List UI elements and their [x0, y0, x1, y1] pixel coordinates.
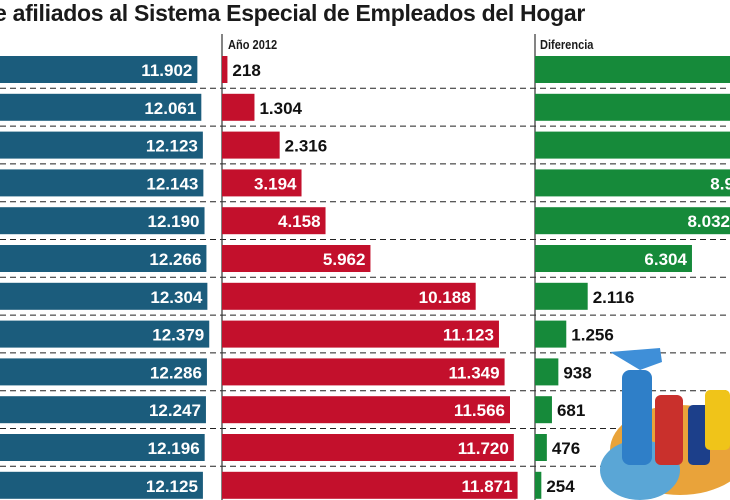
data-label-s2: 6.304 [644, 250, 687, 269]
data-label-s0: 12.266 [149, 250, 201, 269]
bar-s1 [222, 56, 228, 83]
data-label-s2: 8.949 [710, 174, 730, 193]
data-label-s0: 11.902 [141, 61, 192, 80]
bar-s0 [0, 282, 208, 310]
chart-title: e afiliados al Sistema Especial de Emple… [0, 0, 585, 26]
bar-s1 [222, 320, 499, 348]
bar-s2 [535, 93, 730, 121]
bar-s1 [222, 245, 371, 272]
bar-s0 [0, 434, 205, 461]
bar-s2 [535, 131, 730, 159]
data-label-s1: 2.316 [285, 137, 328, 156]
bar-s1 [222, 396, 510, 424]
bar-s2 [535, 434, 547, 461]
data-label-s1: 1.304 [259, 99, 302, 118]
bar-s0 [0, 396, 206, 424]
data-label-s0: 12.125 [146, 477, 198, 496]
bar-s2 [535, 207, 730, 235]
data-label-s1: 11.871 [462, 477, 513, 496]
data-label-s0: 12.123 [146, 137, 198, 156]
bar-s2 [535, 396, 552, 424]
data-label-s1: 5.962 [323, 250, 366, 269]
data-label-s0: 12.379 [152, 326, 204, 345]
bar-s0 [0, 207, 205, 235]
data-label-s0: 12.196 [148, 439, 200, 458]
data-label-s2: 2.116 [593, 288, 635, 307]
data-label-s1: 11.123 [443, 326, 494, 345]
bar-s0 [0, 245, 207, 272]
data-label-s1: 11.720 [458, 439, 509, 458]
bar-s0 [0, 93, 202, 121]
bar-s2 [535, 169, 730, 197]
bar-s1 [222, 169, 302, 197]
bar-s2 [535, 358, 559, 386]
data-label-s2: 476 [552, 439, 580, 458]
bar-s2 [535, 282, 588, 310]
bar-s0 [0, 358, 207, 386]
bar-s0 [0, 56, 198, 83]
bar-s1 [222, 207, 326, 235]
bar-s2 [535, 471, 542, 499]
data-label-s1: 10.188 [419, 288, 471, 307]
data-label-s1: 3.194 [254, 174, 297, 193]
bar-s0 [0, 169, 204, 197]
bar-s1 [222, 131, 280, 159]
data-label-s1: 4.158 [278, 212, 321, 231]
data-label-s2: 938 [563, 363, 591, 382]
bar-s1 [222, 471, 518, 499]
data-label-s0: 12.061 [144, 99, 196, 118]
data-label-s1: 218 [232, 61, 260, 80]
header-diferencia: Diferencia [540, 37, 594, 52]
bar-s0 [0, 471, 203, 499]
data-label-s2: 1.256 [571, 326, 614, 345]
data-label-s0: 12.247 [149, 401, 201, 420]
bar-s1 [222, 282, 476, 310]
bar-s1 [222, 93, 255, 121]
data-label-s2: 8.032 [687, 212, 730, 231]
data-label-s2: 254 [546, 477, 575, 496]
bar-s2 [535, 320, 567, 348]
data-label-s0: 12.286 [150, 363, 202, 382]
bar-s1 [222, 358, 505, 386]
data-label-s0: 12.304 [150, 288, 203, 307]
bar-s2 [535, 245, 692, 272]
data-label-s0: 12.190 [148, 212, 200, 231]
bar-s0 [0, 320, 210, 348]
data-label-s2: 681 [557, 401, 585, 420]
data-label-s1: 11.349 [449, 363, 500, 382]
bar-s2 [535, 56, 730, 83]
cleaning-products-illustration [600, 348, 730, 500]
bar-s0 [0, 131, 203, 159]
data-label-s1: 11.566 [454, 401, 505, 420]
header-ano-2012: Año 2012 [228, 37, 278, 52]
bar-s1 [222, 434, 514, 461]
data-label-s0: 12.143 [146, 174, 198, 193]
